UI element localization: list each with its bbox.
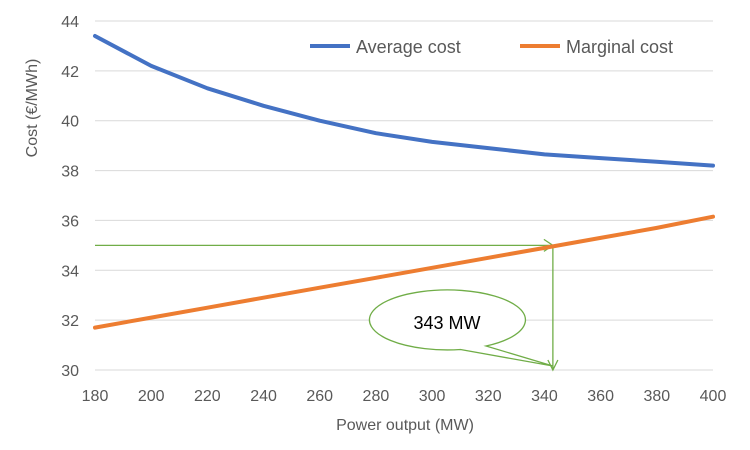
gridlines (95, 20, 713, 371)
y-tick-label: 40 (61, 114, 79, 131)
legend: Average cost Marginal cost (310, 37, 673, 57)
series-line-marginal-cost (93, 214, 715, 330)
x-tick-label: 400 (700, 388, 727, 405)
x-tick-label: 180 (82, 388, 109, 405)
annotation-callout: 343 MW (368, 289, 554, 367)
series-lines (93, 34, 715, 330)
x-tick-label: 360 (587, 388, 614, 405)
y-tick-label: 44 (61, 14, 79, 31)
x-tick-label: 220 (194, 388, 221, 405)
x-tick-label: 260 (306, 388, 333, 405)
y-tick-labels: 30 32 34 36 38 40 42 44 (61, 14, 79, 380)
y-tick-label: 36 (61, 213, 79, 230)
y-tick-label: 38 (61, 164, 79, 181)
x-tick-label: 280 (363, 388, 390, 405)
callout-bubble (368, 289, 554, 367)
x-tick-label: 300 (419, 388, 446, 405)
x-tick-label: 240 (250, 388, 277, 405)
legend-label: Marginal cost (566, 37, 673, 57)
y-tick-label: 32 (61, 313, 79, 330)
x-tick-label: 380 (643, 388, 670, 405)
x-tick-label: 320 (475, 388, 502, 405)
vertical-arrowhead (547, 359, 559, 372)
callout-label: 343 MW (413, 313, 480, 333)
legend-label: Average cost (356, 37, 461, 57)
y-tick-label: 30 (61, 363, 79, 380)
x-tick-label: 340 (531, 388, 558, 405)
y-axis-label: Cost (€/MWh) (24, 59, 41, 158)
x-tick-labels: 180 200 220 240 260 280 300 320 340 360 380 400 (82, 388, 727, 405)
series-line-average-cost (93, 34, 715, 168)
y-tick-label: 42 (61, 64, 79, 81)
y-tick-label: 34 (61, 263, 79, 280)
x-axis-label: Power output (MW) (336, 417, 474, 434)
x-tick-label: 200 (138, 388, 165, 405)
